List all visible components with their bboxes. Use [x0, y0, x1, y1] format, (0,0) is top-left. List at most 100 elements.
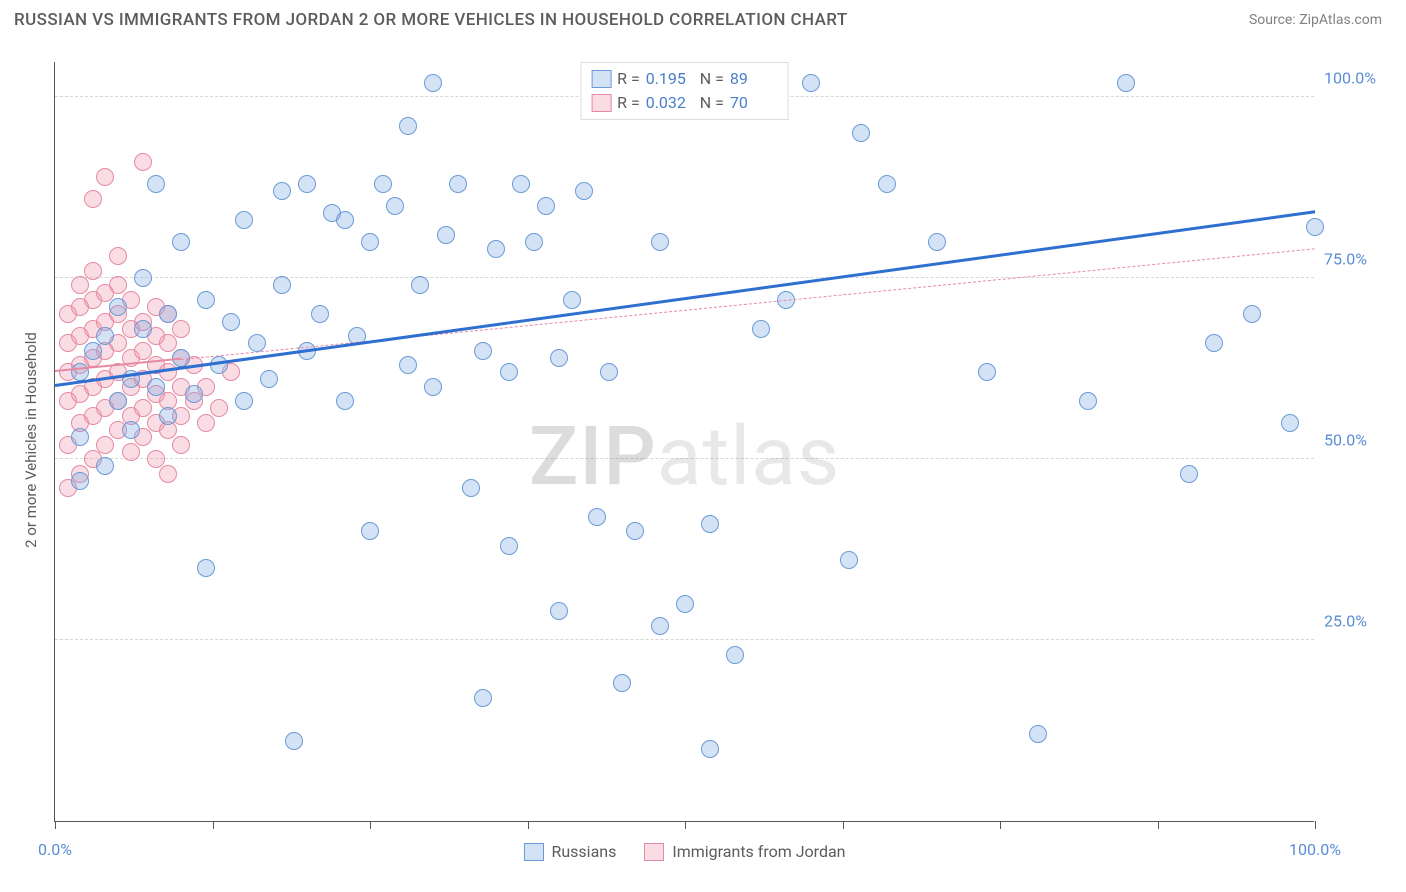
point-russians [512, 175, 530, 193]
point-russians [563, 291, 581, 309]
point-russians [613, 674, 631, 692]
trendline-russians [55, 210, 1315, 387]
point-jordan [109, 247, 127, 265]
legend-item-russians: Russians [523, 842, 616, 861]
point-russians [588, 508, 606, 526]
watermark-part2: atlas [657, 409, 840, 505]
point-russians [1306, 218, 1324, 236]
legend-row-jordan: R = 0.032 N = 70 [591, 91, 778, 115]
x-tick [213, 821, 214, 829]
point-russians [626, 522, 644, 540]
y-tick-label: 100.0% [1324, 69, 1384, 88]
point-russians [386, 197, 404, 215]
point-russians [474, 689, 492, 707]
point-russians [361, 233, 379, 251]
x-tick-label: 0.0% [38, 840, 72, 859]
chart-container: 2 or more Vehicles in Household ZIPatlas… [14, 50, 1392, 880]
point-jordan [122, 443, 140, 461]
point-russians [978, 363, 996, 381]
point-russians [500, 537, 518, 555]
point-russians [701, 740, 719, 758]
point-russians [172, 233, 190, 251]
x-tick [370, 821, 371, 829]
point-russians [374, 175, 392, 193]
x-tick [843, 821, 844, 829]
point-russians [311, 305, 329, 323]
point-russians [437, 226, 455, 244]
y-axis-title: 2 or more Vehicles in Household [22, 332, 40, 548]
gridline-h [55, 277, 1314, 278]
point-russians [361, 522, 379, 540]
chart-title: RUSSIAN VS IMMIGRANTS FROM JORDAN 2 OR M… [14, 10, 848, 30]
point-russians [336, 392, 354, 410]
legend-row-russians: R = 0.195 N = 89 [591, 67, 778, 91]
gridline-h [55, 458, 1314, 459]
legend-swatch-icon [644, 843, 664, 861]
x-tick [1000, 821, 1001, 829]
plot-area: ZIPatlas R = 0.195 N = 89 R = 0.032 N = … [54, 62, 1314, 822]
legend-item-jordan: Immigrants from Jordan [644, 842, 845, 861]
point-jordan [159, 465, 177, 483]
point-russians [273, 182, 291, 200]
point-russians [109, 298, 127, 316]
point-russians [651, 617, 669, 635]
point-russians [550, 602, 568, 620]
point-russians [260, 370, 278, 388]
legend-correlation: R = 0.195 N = 89 R = 0.032 N = 70 [580, 62, 789, 120]
x-tick [528, 821, 529, 829]
legend-label-jordan: Immigrants from Jordan [672, 842, 845, 861]
point-russians [96, 327, 114, 345]
legend-label-russians: Russians [551, 842, 616, 861]
point-russians [449, 175, 467, 193]
x-tick [1315, 821, 1316, 829]
x-tick [1158, 821, 1159, 829]
point-russians [1029, 725, 1047, 743]
point-russians [71, 428, 89, 446]
point-russians [109, 392, 127, 410]
point-russians [197, 291, 215, 309]
watermark: ZIPatlas [529, 409, 840, 505]
point-russians [424, 378, 442, 396]
point-russians [71, 472, 89, 490]
point-jordan [84, 190, 102, 208]
x-tick-label: 100.0% [1289, 840, 1341, 859]
point-jordan [210, 399, 228, 417]
y-tick-label: 50.0% [1324, 431, 1384, 450]
point-russians [285, 732, 303, 750]
point-russians [411, 276, 429, 294]
legend-n-value-jordan: 70 [730, 91, 778, 115]
point-russians [726, 646, 744, 664]
point-russians [676, 595, 694, 613]
point-russians [235, 392, 253, 410]
point-russians [159, 305, 177, 323]
source-prefix: Source: [1249, 12, 1299, 28]
point-russians [1180, 465, 1198, 483]
point-russians [474, 342, 492, 360]
point-jordan [84, 262, 102, 280]
point-russians [336, 211, 354, 229]
point-russians [802, 74, 820, 92]
point-russians [235, 211, 253, 229]
point-russians [147, 378, 165, 396]
point-russians [134, 269, 152, 287]
point-russians [600, 363, 618, 381]
point-russians [248, 334, 266, 352]
point-russians [1205, 334, 1223, 352]
point-russians [462, 479, 480, 497]
legend-r-label: R = [617, 91, 640, 115]
point-russians [1243, 305, 1261, 323]
point-russians [575, 182, 593, 200]
point-russians [159, 407, 177, 425]
point-jordan [197, 414, 215, 432]
legend-swatch-jordan [591, 94, 611, 112]
point-jordan [172, 320, 190, 338]
point-russians [147, 175, 165, 193]
point-russians [852, 124, 870, 142]
point-russians [487, 240, 505, 258]
point-russians [185, 385, 203, 403]
point-russians [840, 551, 858, 569]
legend-n-label: N = [700, 67, 724, 91]
legend-n-label: N = [700, 91, 724, 115]
legend-series: Russians Immigrants from Jordan [523, 842, 845, 861]
point-russians [399, 356, 417, 374]
